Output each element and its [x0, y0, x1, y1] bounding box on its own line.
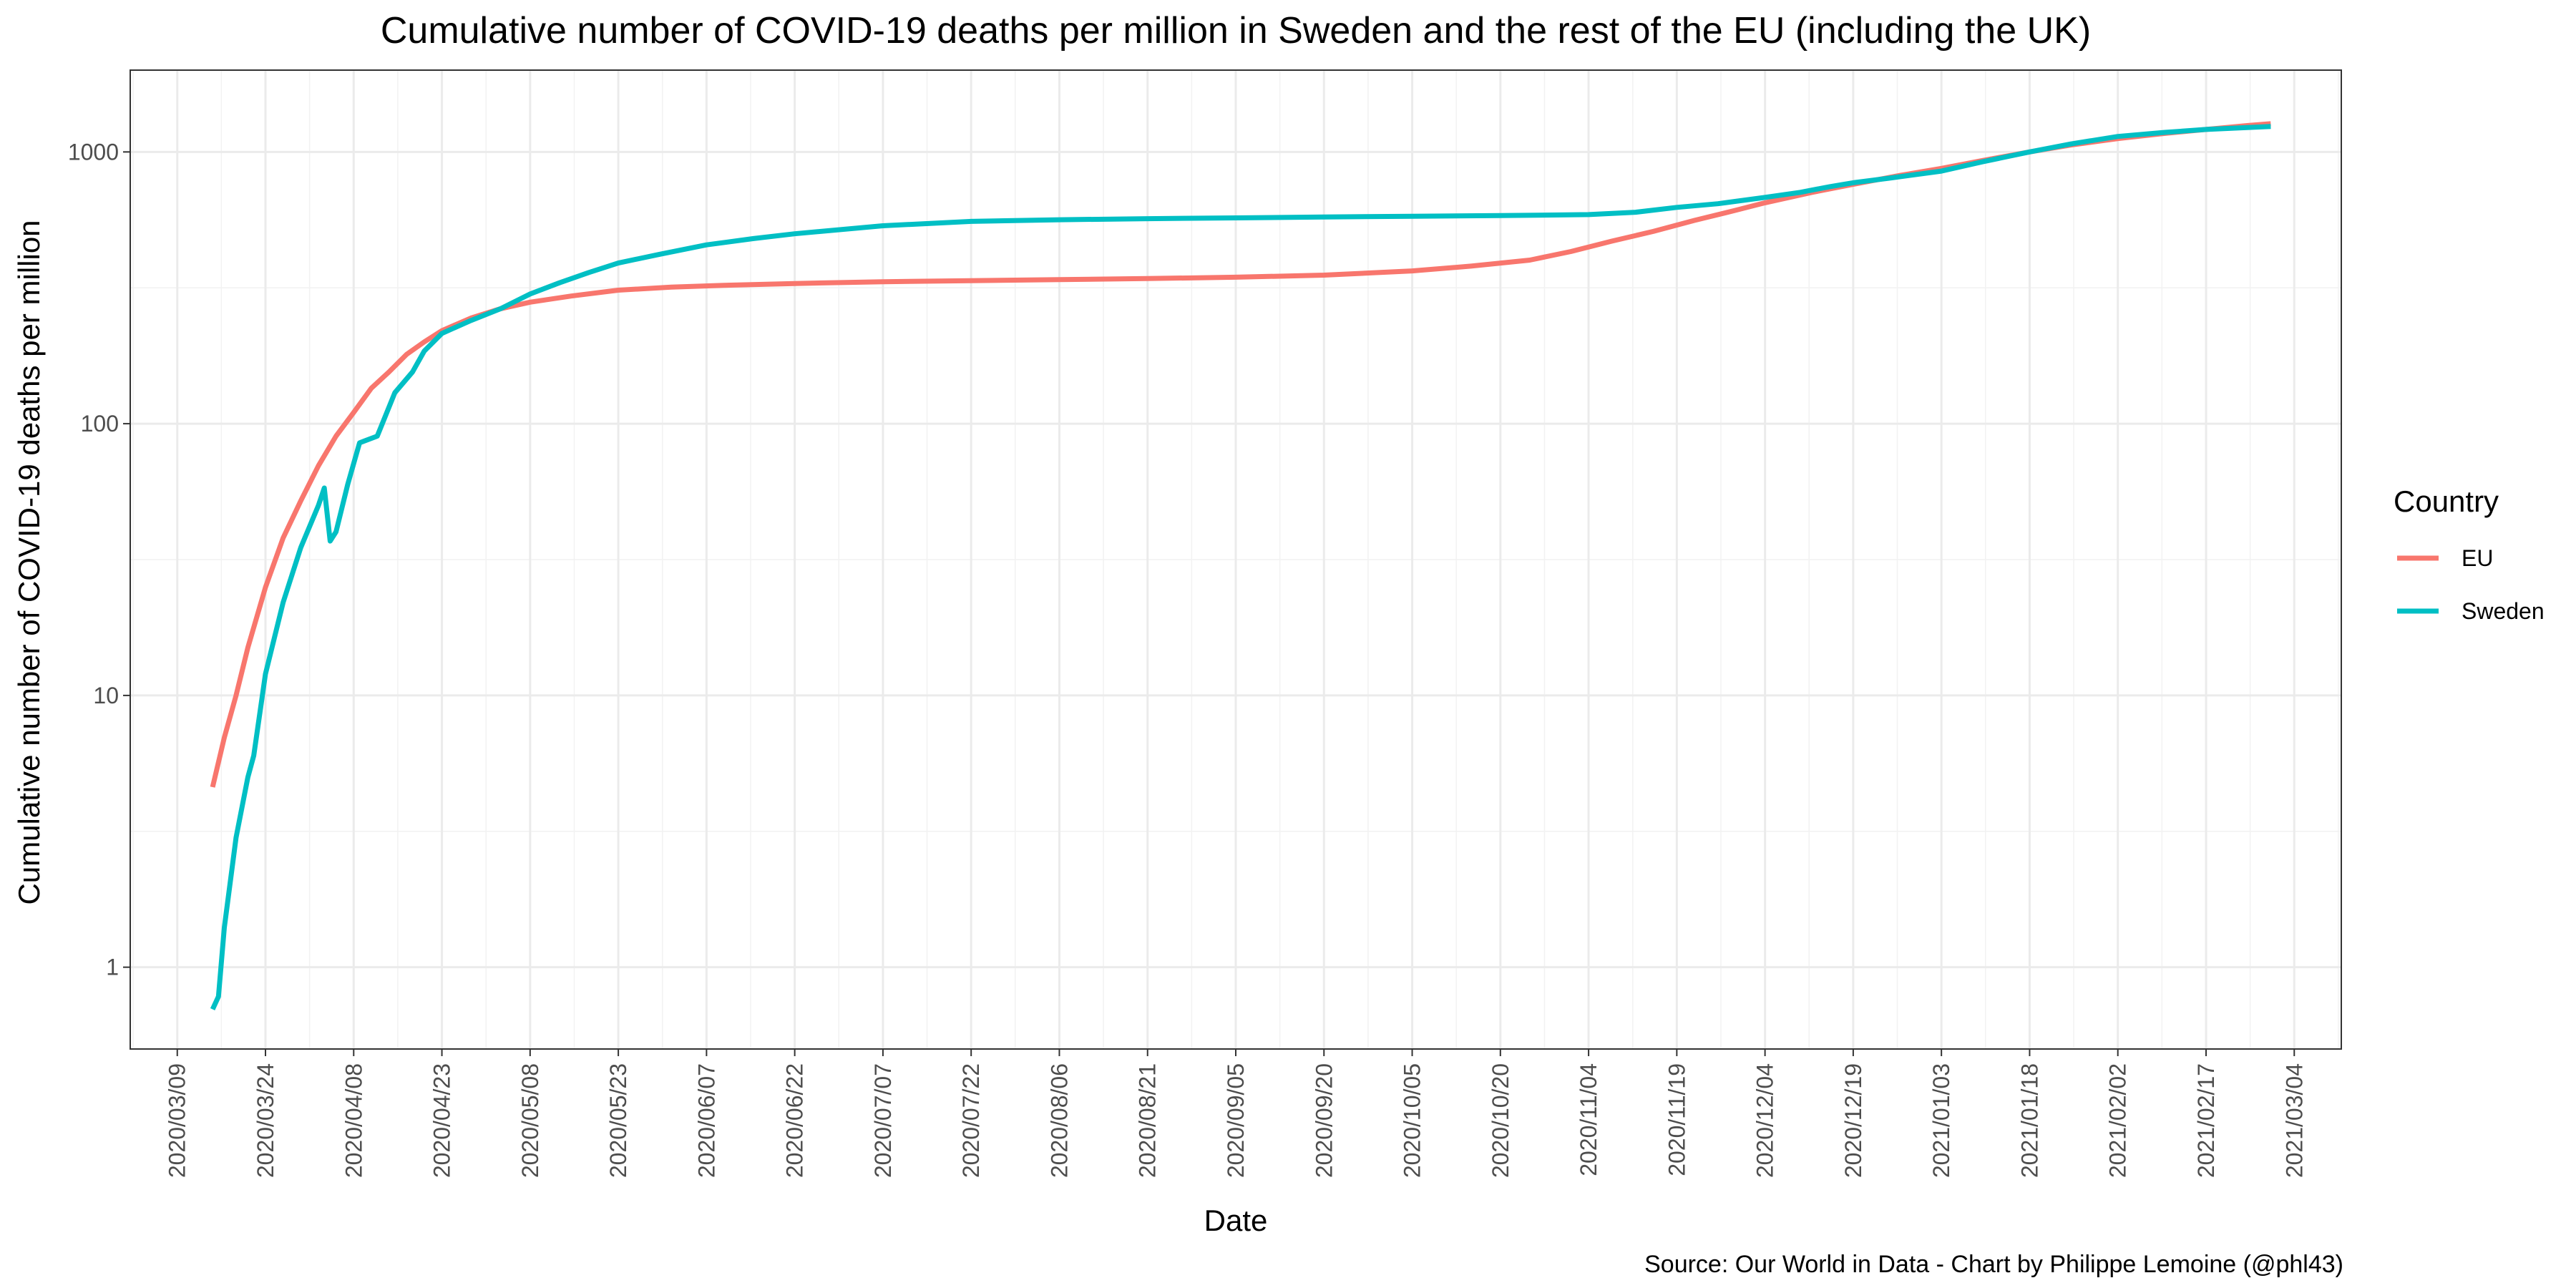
chart-title: Cumulative number of COVID-19 deaths per…: [381, 10, 2091, 52]
x-tick-label: 2020/03/09: [165, 1063, 190, 1178]
series-line-sweden: [210, 124, 2271, 1010]
series-lines: [210, 121, 2271, 1010]
x-tick-label: 2020/10/20: [1488, 1063, 1513, 1178]
x-tick-label: 2020/11/04: [1576, 1063, 1601, 1176]
minor-gridlines: [130, 70, 2341, 1049]
x-tick-label: 2020/10/05: [1400, 1063, 1425, 1178]
x-tick-label: 2020/08/21: [1135, 1063, 1161, 1178]
x-tick-label: 2020/09/05: [1223, 1063, 1249, 1178]
x-tick-label: 2020/04/08: [341, 1063, 366, 1178]
x-tick-label: 2020/07/22: [958, 1063, 984, 1178]
y-tick-label: 1: [106, 955, 119, 980]
x-tick-label: 2020/05/23: [605, 1063, 631, 1178]
major-gridlines: [130, 70, 2341, 1049]
x-tick-label: 2021/01/03: [1928, 1063, 1954, 1178]
x-tick-label: 2020/03/24: [253, 1063, 278, 1178]
x-tick-label: 2021/02/02: [2105, 1063, 2131, 1178]
legend-label-sweden: Sweden: [2462, 598, 2545, 624]
y-tick-label: 10: [93, 683, 119, 708]
x-tick-label: 2020/12/19: [1840, 1063, 1866, 1178]
plot-panel: [130, 69, 2342, 1050]
x-tick-label: 2020/12/04: [1752, 1063, 1778, 1178]
x-tick-label: 2020/04/23: [429, 1063, 455, 1178]
legend-title: Country: [2394, 484, 2499, 518]
y-tick-label: 1000: [68, 139, 119, 165]
x-tick-label: 2021/03/04: [2281, 1063, 2307, 1178]
legend: Country EU Sweden: [2394, 484, 2545, 624]
x-axis: 2020/03/09 2020/03/24 2020/04/08 2020/04/23…: [165, 1049, 2307, 1178]
x-tick-label: 2020/05/08: [517, 1063, 543, 1178]
x-tick-label: 2020/11/19: [1664, 1063, 1689, 1176]
x-tick-label: 2020/08/06: [1046, 1063, 1072, 1178]
y-axis-title: Cumulative number of COVID-19 deaths per…: [12, 220, 46, 904]
legend-label-eu: EU: [2462, 545, 2493, 571]
x-axis-title: Date: [1204, 1204, 1268, 1237]
x-tick-label: 2020/07/07: [870, 1063, 896, 1178]
source-caption: Source: Our World in Data - Chart by Phi…: [1644, 1251, 2343, 1278]
legend-items: EU Sweden: [2397, 545, 2545, 624]
x-tick-label: 2020/06/22: [782, 1063, 808, 1178]
x-tick-label: 2020/09/20: [1311, 1063, 1337, 1178]
x-tick-label: 2021/02/17: [2193, 1063, 2219, 1178]
y-axis: 1 10 100 1000: [68, 139, 130, 980]
x-tick-label: 2020/06/07: [693, 1063, 719, 1178]
x-tick-label: 2021/01/18: [2016, 1063, 2042, 1178]
y-tick-label: 100: [81, 411, 119, 436]
